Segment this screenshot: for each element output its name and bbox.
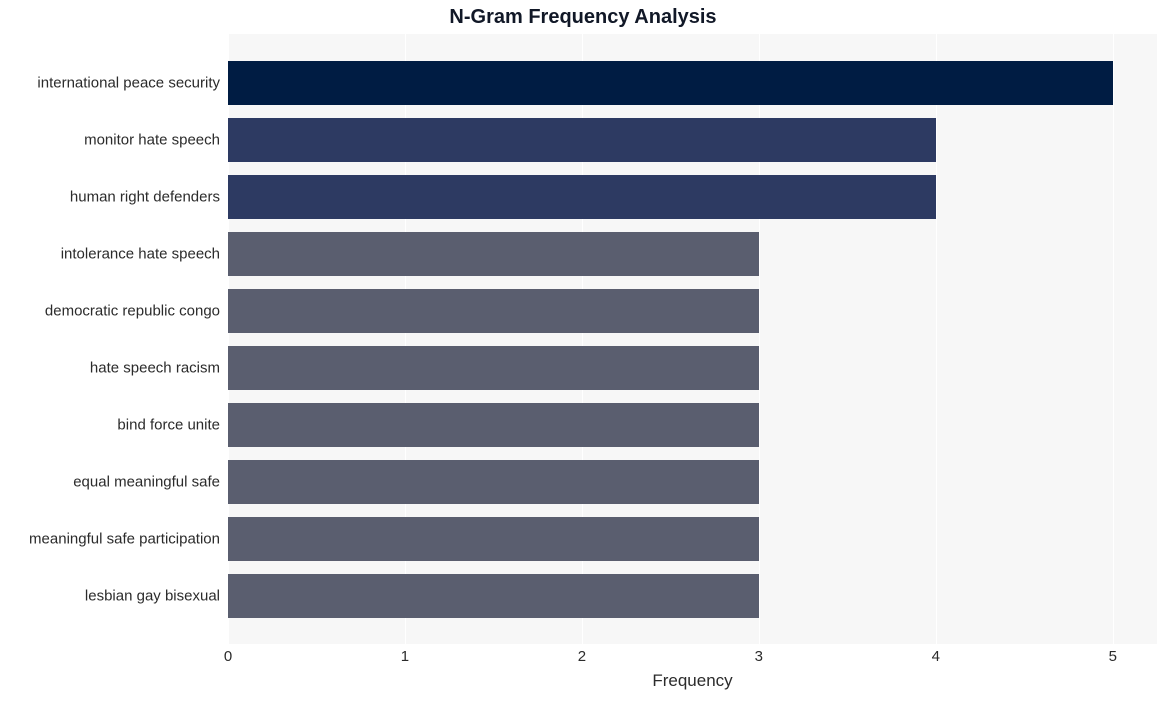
bar	[228, 403, 759, 447]
chart-title: N-Gram Frequency Analysis	[0, 6, 1166, 29]
x-tick-label: 3	[755, 648, 763, 665]
y-tick-label: equal meaningful safe	[2, 474, 220, 489]
bar	[228, 118, 936, 162]
y-tick-label: intolerance hate speech	[2, 246, 220, 261]
y-tick-label: hate speech racism	[2, 360, 220, 375]
grid-line	[1113, 34, 1114, 644]
y-tick-label: human right defenders	[2, 189, 220, 204]
bar	[228, 232, 759, 276]
y-tick-label: meaningful safe participation	[2, 531, 220, 546]
y-tick-label: monitor hate speech	[2, 132, 220, 147]
plot-area	[228, 34, 1157, 644]
grid-line	[936, 34, 937, 644]
bar	[228, 175, 936, 219]
bar	[228, 517, 759, 561]
y-tick-label: international peace security	[2, 75, 220, 90]
y-tick-label: bind force unite	[2, 417, 220, 432]
y-tick-label: lesbian gay bisexual	[2, 588, 220, 603]
x-tick-label: 1	[401, 648, 409, 665]
chart-container: N-Gram Frequency Analysis Frequency 0 1 2 3…	[0, 0, 1166, 701]
x-tick-label: 4	[932, 648, 940, 665]
x-axis-title: Frequency	[228, 671, 1157, 691]
bar	[228, 61, 1113, 105]
bar	[228, 289, 759, 333]
bar	[228, 460, 759, 504]
y-tick-label: democratic republic congo	[2, 303, 220, 318]
bar	[228, 574, 759, 618]
x-tick-label: 0	[224, 648, 232, 665]
bar	[228, 346, 759, 390]
x-tick-label: 5	[1109, 648, 1117, 665]
x-tick-label: 2	[578, 648, 586, 665]
